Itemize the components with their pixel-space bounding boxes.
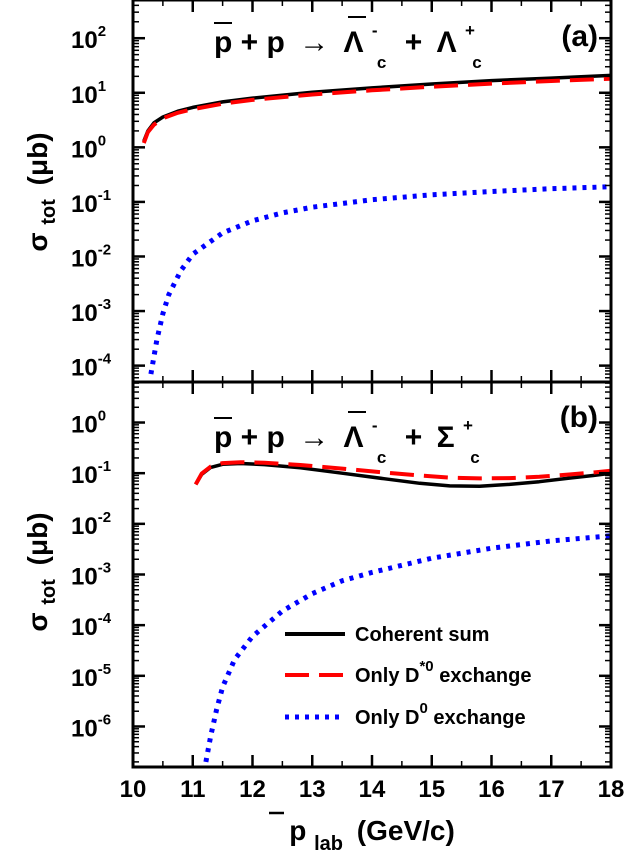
- panel-b-y-tick-label: 10-3: [71, 560, 111, 591]
- xlabel-unit: (GeV/c): [357, 815, 455, 846]
- ylabel-a-unit: (μb): [22, 132, 53, 185]
- panel-b-y-axis-title: σ tot (μb): [22, 512, 61, 631]
- panel-b-series-only-d-0-exchange: [193, 460, 611, 486]
- x-axis-title: p lab (GeV/c): [289, 815, 455, 856]
- legend-item-coherent-sum: Coherent sum: [285, 624, 489, 646]
- reaction-b-product1-sup: -: [372, 416, 378, 435]
- panel-b-label: (b): [560, 401, 598, 434]
- reaction-b-product2: Σ: [437, 421, 455, 454]
- panel-a-y-tick-label: 10-3: [71, 296, 111, 327]
- ylabel-b-sub: tot: [38, 579, 60, 605]
- panel-b: 100 10-1 10-2 10-3 10-4 10-5 10-6 10 11 12 13 14 15 1…: [22, 380, 624, 856]
- reaction-a-lhs: p + p: [214, 26, 285, 59]
- legend: Coherent sum Only D*0 exchange Only D0 e…: [285, 624, 531, 729]
- panel-a-y-tick-label: 10-1: [71, 187, 111, 218]
- panel-b-y-tick-label: 10-6: [71, 711, 111, 742]
- panel-a-series-only-d-0-exchange: [141, 76, 611, 144]
- legend-label-d0-exchange: Only D0 exchange: [355, 700, 526, 729]
- reaction-b-product2-sup: +: [463, 416, 473, 435]
- xlabel-sub: lab: [314, 833, 343, 855]
- reaction-a-plus: +: [405, 26, 423, 59]
- panel-a-reaction: p + p → Λ - c + Λ + c: [214, 10, 483, 75]
- panel-b-reaction: p + p → Λ - c + Σ + c: [214, 405, 481, 470]
- panel-a-y-tick-label: 102: [71, 23, 106, 54]
- x-tick-label: 11: [180, 776, 205, 803]
- reaction-a-product2-sup: +: [465, 21, 475, 40]
- panel-a-y-tick-label: 101: [71, 78, 106, 109]
- panel-a-series-coherent-sum: [142, 73, 611, 142]
- legend-label-dstar-exchange: Only D*0 exchange: [355, 658, 531, 687]
- panel-a: 102 101 100 10-1 10-2 10-3 10-4 (a) p + p → Λ …: [22, 0, 613, 384]
- reaction-b-plus: +: [405, 421, 423, 454]
- x-tick-label: 14: [359, 776, 386, 803]
- panel-a-series: [141, 73, 611, 375]
- panel-a-series-only-d0-exchange: [148, 184, 611, 375]
- reaction-b-product2-sub: c: [470, 448, 479, 467]
- legend-item-dstar-exchange: Only D*0 exchange: [285, 658, 531, 687]
- panel-b-y-tick-label: 10-2: [71, 509, 111, 540]
- x-tick-label: 13: [299, 776, 326, 803]
- legend-item-d0-exchange: Only D0 exchange: [285, 700, 526, 729]
- reaction-a-product2: Λ: [437, 26, 457, 59]
- ylabel-a-symbol: σ: [22, 232, 53, 251]
- reaction-b-product1-sub: c: [377, 448, 386, 467]
- reaction-a-product1-sup: -: [372, 21, 378, 40]
- x-tick-label: 16: [478, 776, 505, 803]
- x-tick-label: 15: [418, 776, 445, 803]
- reaction-a-product2-sub: c: [472, 53, 481, 72]
- panel-b-series-only-d0-exchange: [203, 533, 611, 763]
- panel-a-y-tick-label: 10-2: [71, 241, 111, 272]
- panel-b-series: [193, 460, 611, 763]
- ylabel-b-symbol: σ: [22, 612, 53, 631]
- panel-b-ticks: 100 10-1 10-2 10-3 10-4 10-5 10-6 10 11 12 13 14 15 1…: [71, 382, 624, 803]
- x-tick-label: 18: [598, 776, 625, 803]
- x-tick-label: 12: [239, 776, 266, 803]
- xlabel-symbol: p: [289, 815, 306, 846]
- reaction-b-arrow: →: [299, 421, 329, 454]
- panel-a-ticks: 102 101 100 10-1 10-2 10-3 10-4: [71, 0, 613, 382]
- reaction-a-product1-sub: c: [377, 53, 386, 72]
- panel-b-y-tick-label: 10-5: [71, 661, 111, 692]
- panel-b-series-coherent-sum: [194, 461, 611, 489]
- panel-a-frame: [131, 0, 613, 384]
- reaction-b-lhs: p + p: [214, 421, 285, 454]
- legend-label-coherent-sum: Coherent sum: [355, 624, 489, 646]
- panel-b-y-tick-label: 10-1: [71, 458, 111, 489]
- panel-a-y-axis-title: σ tot (μb): [22, 132, 61, 251]
- panel-a-label: (a): [561, 20, 598, 53]
- panel-a-y-tick-label: 100: [71, 132, 106, 163]
- x-tick-label: 17: [538, 776, 565, 803]
- panel-b-y-tick-label: 100: [71, 408, 106, 439]
- panel-a-y-tick-label: 10-4: [71, 351, 112, 382]
- ylabel-a-sub: tot: [38, 199, 60, 225]
- reaction-a-product1: Λ: [344, 26, 364, 59]
- reaction-b-product1: Λ: [344, 421, 364, 454]
- ylabel-b-unit: (μb): [22, 512, 53, 565]
- panel-b-y-tick-label: 10-4: [71, 610, 112, 641]
- reaction-a-arrow: →: [299, 26, 329, 59]
- x-tick-label: 10: [120, 776, 147, 803]
